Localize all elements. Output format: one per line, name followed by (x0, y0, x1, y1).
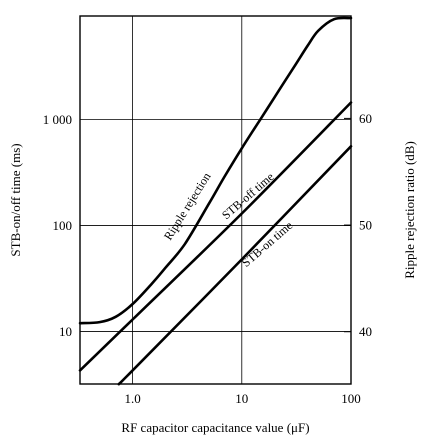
x-tick-label-1: 10 (235, 391, 248, 406)
plot-frame (80, 16, 351, 384)
x-tick-label-0: 1.0 (124, 391, 140, 406)
y-left-tick-label-2: 1 000 (43, 112, 72, 127)
y-left-tick-label-1: 100 (53, 218, 73, 233)
stb-off-time-label: STB-off time (219, 170, 277, 223)
stb-on-time-label: STB-on time (239, 218, 295, 269)
y-right-tick-label-2: 60 (359, 111, 372, 126)
y-axis-left-title: STB-on/off time (ms) (8, 143, 23, 256)
x-axis-title: RF capacitor capacitance value (μF) (121, 420, 309, 435)
ripple-rejection-line (80, 18, 351, 323)
ripple-rejection-label: Ripple rejection (161, 170, 214, 243)
y-axis-right-title: Ripple rejection ratio (dB) (402, 141, 417, 279)
stb-on-time-line (119, 146, 351, 384)
x-tick-label-2: 100 (341, 391, 361, 406)
y-left-tick-label-0: 10 (59, 324, 72, 339)
y-right-tick-label-1: 50 (359, 218, 372, 233)
series-layer (80, 18, 351, 384)
grid-lines (80, 16, 351, 384)
stb-off-time-line (80, 103, 351, 371)
tick-labels: 1.0 10 100 10 100 1 000 40 50 60 (43, 111, 372, 406)
y-right-tick-label-0: 40 (359, 324, 372, 339)
